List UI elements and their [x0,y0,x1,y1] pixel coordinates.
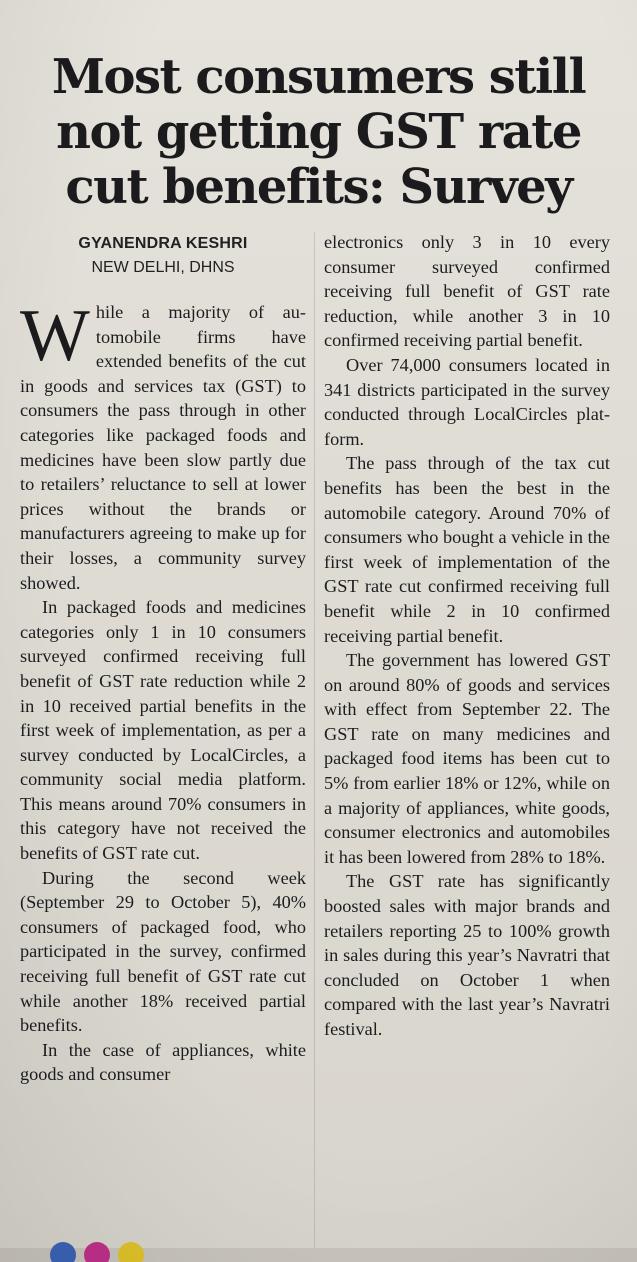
paragraph-7: The government has low­ered GST on aroun… [324,650,610,867]
paragraph-2: In packaged foods and medicines categori… [20,597,306,864]
byline: GYANENDRA KESHRI NEW DELHI, DHNS [20,232,306,280]
paragraph-3: During the second week (September 29 to … [20,867,306,1036]
headline-line-1: Most consumers still [51,49,587,106]
dateline: NEW DELHI, DHNS [91,259,235,276]
paragraph-8: The GST rate has signifi­cantly boosted … [324,871,610,1039]
headline-line-3: cut benefits: Survey [65,159,573,216]
bottom-edge [0,1242,637,1262]
paragraph-6: The pass through of the tax cut benefits… [324,453,610,646]
paragraph-4: In the case of appliances, white goods a… [20,1039,306,1085]
print-color-dot [118,1242,144,1262]
headline-line-2: not getting GST rate [56,104,582,161]
headline: Most consumers still not getting GST rat… [10,50,627,215]
paragraph-4-continued: electronics only 3 in 10 every consumer … [324,232,610,351]
paragraph-1-text: hile a majority of au­tomobile firms hav… [20,302,306,593]
print-color-dot [84,1242,110,1262]
paragraph-5: Over 74,000 consumers located in 341 dis… [324,354,610,449]
drop-cap: W [20,295,90,377]
article-column-2: electronics only 3 in 10 every consumer … [324,230,610,1042]
print-color-dot [50,1242,76,1262]
author-name: GYANENDRA KESHRI [78,235,248,252]
column-divider [314,232,315,1250]
